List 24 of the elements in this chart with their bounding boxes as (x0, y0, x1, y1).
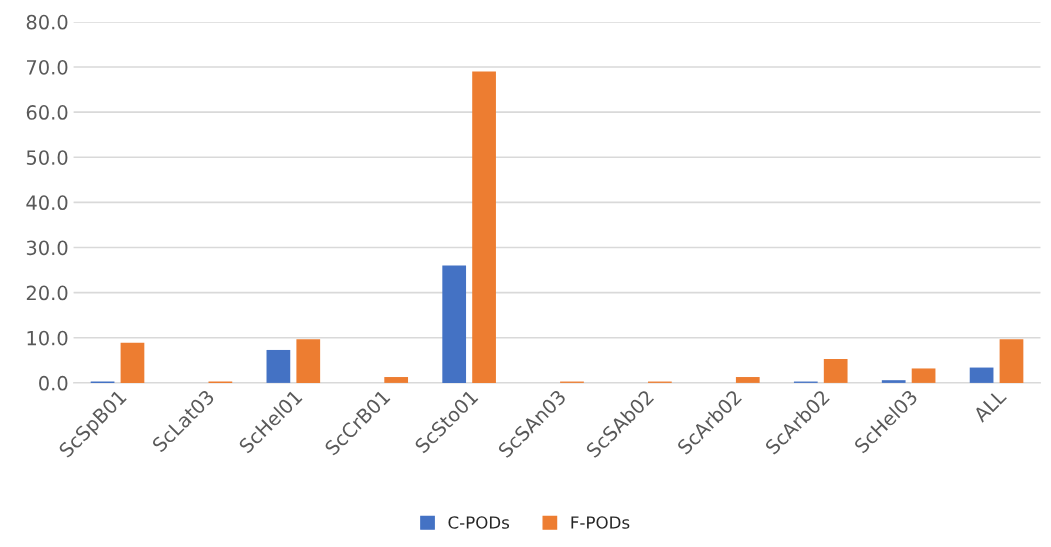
legend-label: F-PODs (571, 516, 630, 529)
y-tick-label: 10.0 (27, 330, 68, 346)
bar (735, 377, 760, 383)
legend-label: C-PODs (448, 516, 510, 529)
y-tick-label: 60.0 (26, 105, 68, 120)
y-tick-label: 70.0 (27, 59, 68, 75)
y-tick-label: 50.0 (26, 150, 68, 165)
bar (442, 265, 467, 383)
x-tick-label: ALL (972, 388, 1007, 423)
bar (911, 368, 936, 383)
bar (120, 342, 145, 383)
y-tick-label: 40.0 (26, 195, 68, 211)
bar (266, 349, 291, 383)
bar (881, 380, 906, 383)
y-tick-label: 0.0 (39, 375, 68, 391)
bar (999, 339, 1024, 383)
y-tick-label: 80.0 (26, 14, 68, 30)
bar (472, 71, 496, 383)
y-tick-label: 20.0 (26, 285, 68, 301)
bar (969, 367, 994, 383)
bar (296, 339, 321, 383)
bar (384, 377, 409, 383)
bar (823, 358, 848, 383)
y-tick-label: 30.0 (26, 240, 68, 256)
